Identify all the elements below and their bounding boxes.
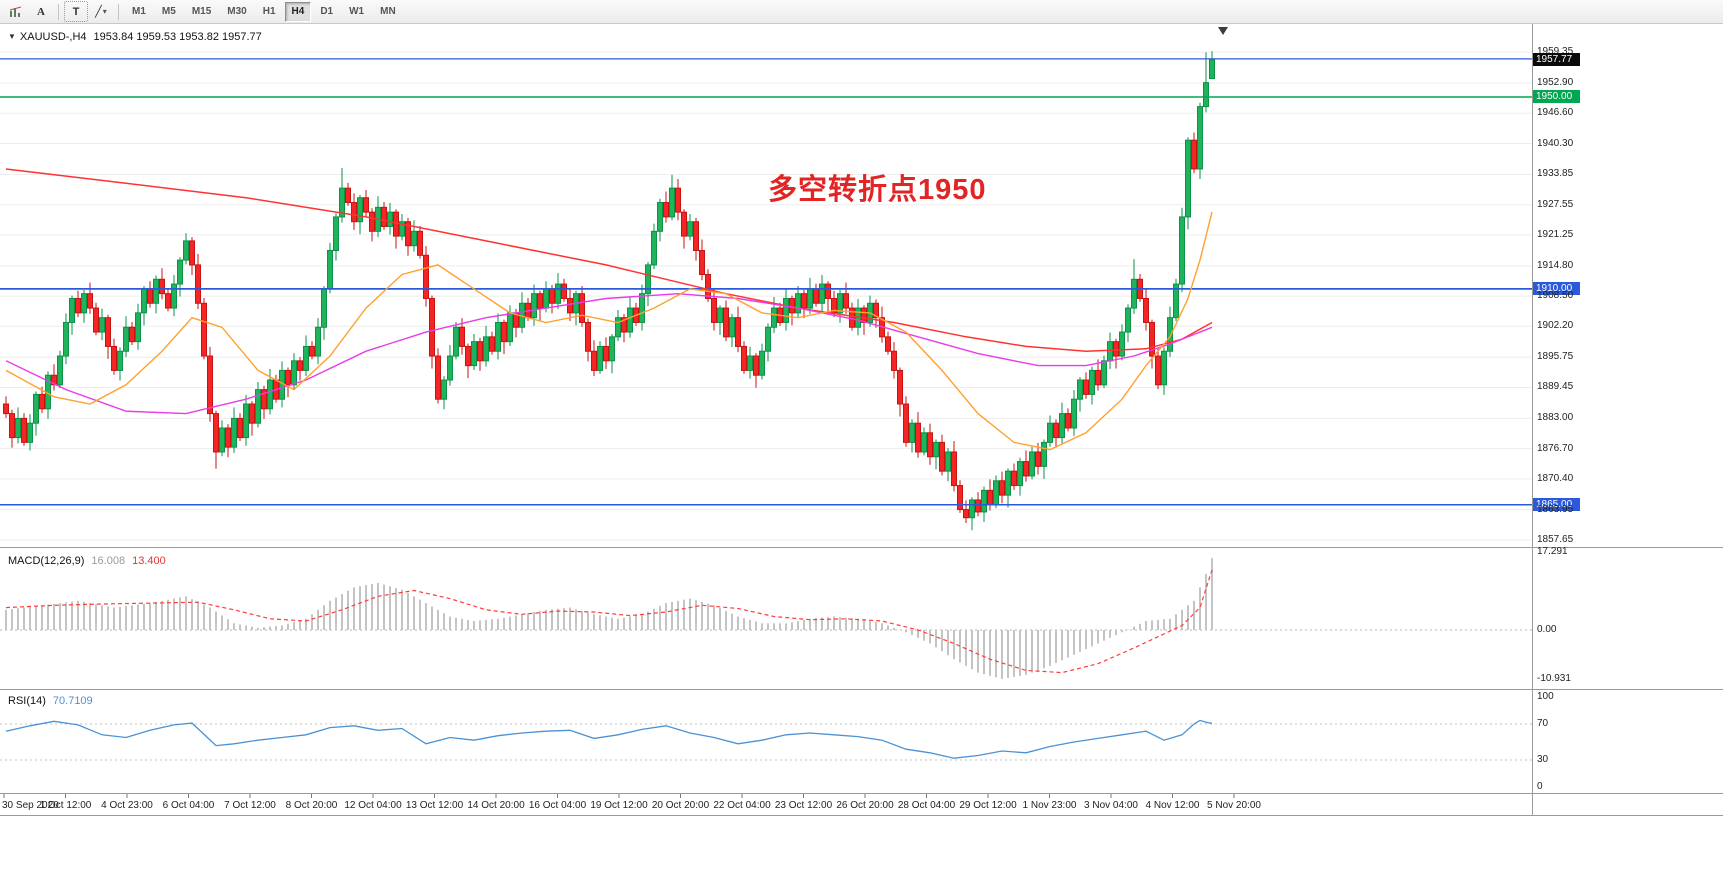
timeframe-group: M1 M5 M15 M30 H1 H4 D1 W1 MN <box>124 1 404 22</box>
price-scale[interactable] <box>1533 24 1723 815</box>
chart-annotation-text[interactable]: 多空转折点1950 <box>768 174 987 206</box>
tf-button-w1[interactable]: W1 <box>349 6 365 17</box>
chart-window-icon[interactable] <box>4 1 28 22</box>
toolbar: A T ╱ ▾ M1 M5 M15 M30 H1 H4 D1 W1 MN <box>0 0 1723 24</box>
moving-averages <box>5 168 1213 451</box>
tf-button-h1[interactable]: H1 <box>262 6 276 17</box>
chart-bars-icon <box>9 6 22 17</box>
chevron-down-icon: ▾ <box>102 7 107 16</box>
tf-button-m30[interactable]: M30 <box>227 6 247 17</box>
chart-area: ▼ XAUUSD-,H4 1953.84 1959.53 1953.82 1957.… <box>0 24 1723 894</box>
toolbar-separator <box>58 3 59 20</box>
candlesticks <box>3 51 1215 531</box>
rsi-panel <box>0 719 1532 761</box>
tf-button-m5[interactable]: M5 <box>161 6 176 17</box>
chart-shift-marker-icon[interactable] <box>1218 27 1228 35</box>
tf-button-mn[interactable]: MN <box>380 6 396 17</box>
tf-button-h4[interactable]: H4 <box>284 1 312 22</box>
grid-lines <box>0 51 1532 541</box>
tf-button-m15[interactable]: M15 <box>191 6 212 17</box>
tf-button-d1[interactable]: D1 <box>320 6 334 17</box>
macd-panel <box>0 558 1532 679</box>
chart-canvas[interactable] <box>0 24 1723 894</box>
horizontal-lines[interactable] <box>0 58 1532 506</box>
time-scale[interactable] <box>0 793 1532 815</box>
toolbar-separator <box>118 3 119 20</box>
text-cursor-button[interactable]: T <box>64 1 88 22</box>
tf-button-m1[interactable]: M1 <box>132 6 146 17</box>
text-label-button[interactable]: A <box>37 5 45 18</box>
line-tools-button[interactable]: ╱ ▾ <box>89 1 113 22</box>
trendline-icon: ╱ <box>95 6 102 18</box>
